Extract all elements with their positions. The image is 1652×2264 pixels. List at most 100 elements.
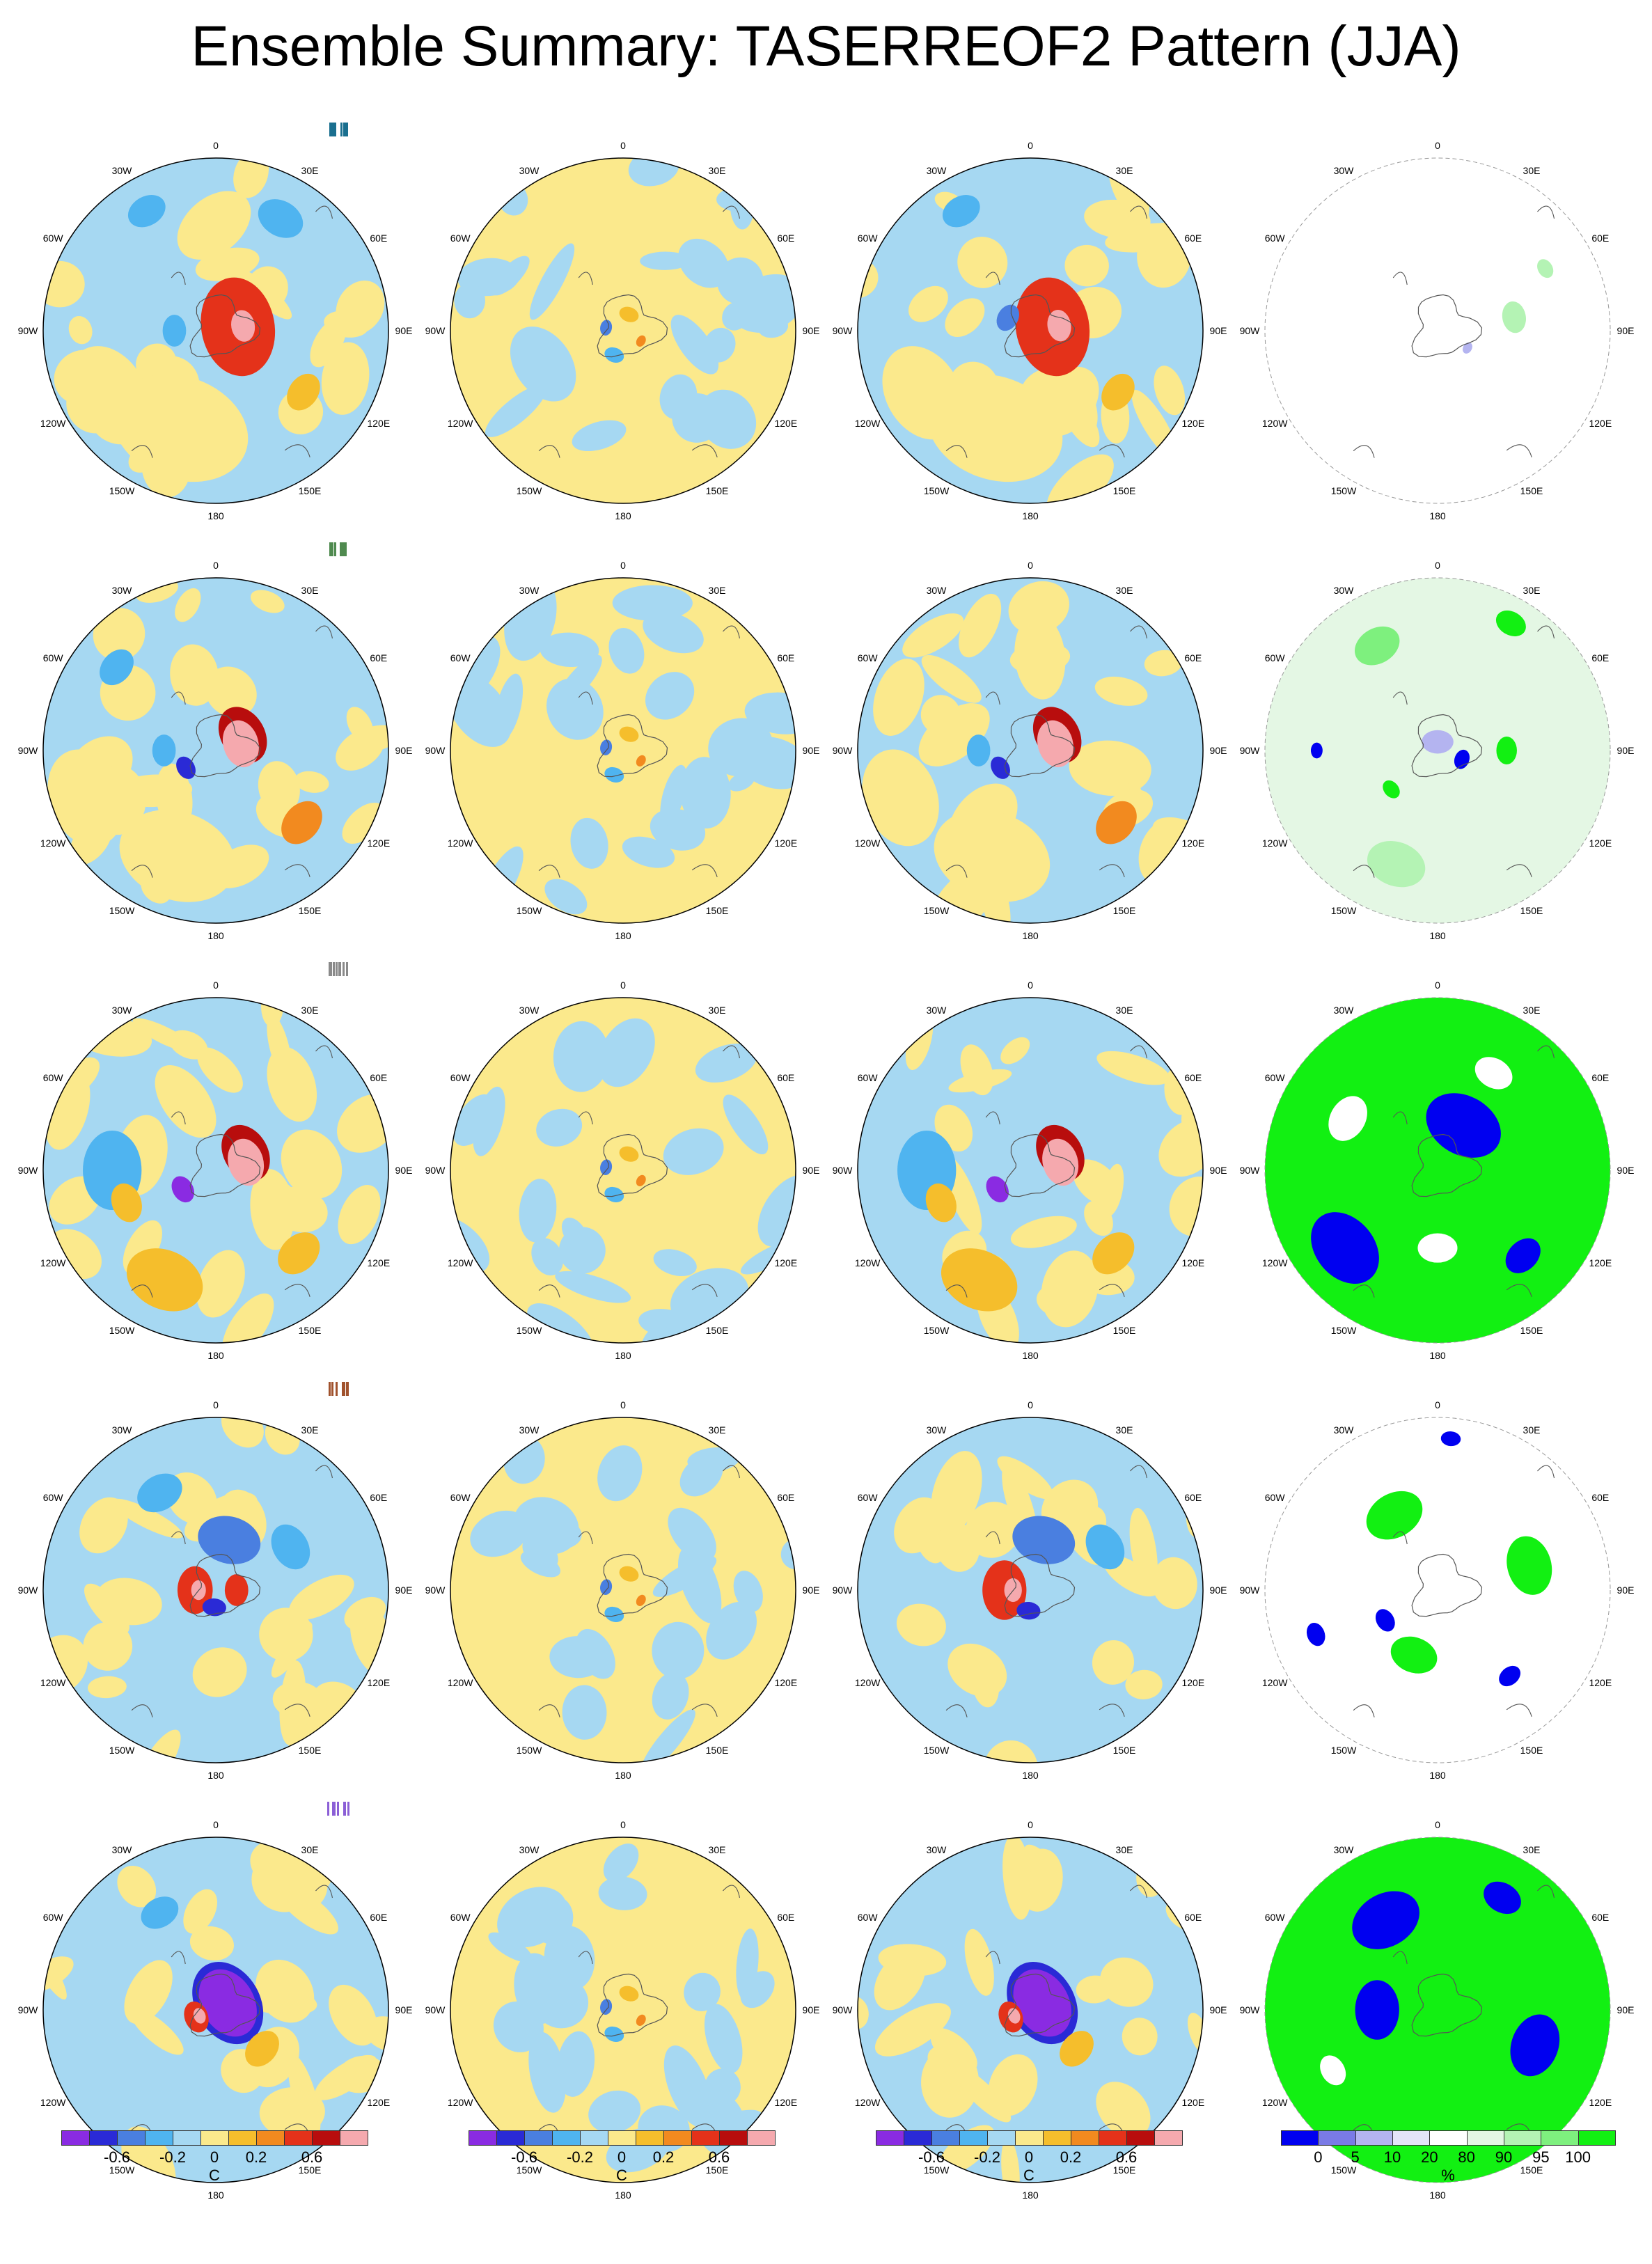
colorbar-tick: -0.6 — [918, 2148, 945, 2166]
colorbar-swatch — [1541, 2130, 1579, 2146]
continent-coastline — [1537, 1885, 1555, 1899]
continent-coastline — [1353, 445, 1375, 458]
continent-coastline — [315, 1465, 333, 1479]
map-background — [1265, 158, 1610, 503]
field-anomaly — [636, 755, 646, 767]
longitude-label: 0 — [620, 1399, 626, 1410]
field-anomaly — [100, 649, 134, 686]
longitude-label: 150E — [1520, 2164, 1543, 2176]
field-patch — [155, 1065, 217, 1138]
field-patch — [528, 2031, 567, 2113]
map-field — [858, 158, 1203, 503]
continent-coastline — [171, 691, 186, 705]
field-patch — [731, 274, 796, 333]
longitude-label: 150W — [516, 2164, 542, 2176]
field-anomaly — [991, 756, 1010, 779]
longitude-label: 60W — [450, 1492, 471, 1503]
map-boundary — [42, 157, 389, 504]
field-patch — [1076, 1975, 1114, 2004]
longitude-label: 120W — [854, 2097, 881, 2108]
map-field — [450, 158, 796, 503]
field-anomaly — [1422, 730, 1454, 754]
continent-coastline — [1392, 691, 1408, 705]
field-anomaly — [1484, 1881, 1521, 1915]
field-patch — [510, 327, 576, 402]
antarctica-coastline — [189, 1133, 261, 1197]
longitude-label: 180 — [207, 1350, 224, 1361]
longitude-label: 180 — [1429, 1350, 1446, 1361]
colorbar-tick: 0.6 — [1115, 2148, 1138, 2166]
colorbar-swatch — [496, 2130, 525, 2146]
member-tick — [329, 123, 332, 136]
longitude-label: 120W — [447, 838, 473, 849]
map-field — [450, 998, 796, 1343]
longitude-label: 180 — [1429, 930, 1446, 941]
field-patch — [628, 158, 679, 187]
longitude-label: 0 — [620, 140, 626, 151]
longitude-label: 90W — [832, 1165, 853, 1176]
longitude-label: 180 — [1022, 2190, 1039, 2201]
map-field — [43, 1837, 388, 2183]
longitude-label: 60E — [1184, 1492, 1202, 1503]
longitude-label: 90W — [425, 1165, 446, 1176]
field-patch — [640, 1326, 671, 1343]
field-patch — [497, 1887, 567, 1948]
colorbar-tick: 5 — [1351, 2148, 1360, 2166]
longitude-label: 60E — [370, 652, 388, 663]
field-anomaly — [1537, 259, 1554, 278]
longitude-label: 90E — [802, 2004, 820, 2015]
colorbar-swatch — [747, 2130, 776, 2146]
map-svg — [857, 157, 1204, 504]
longitude-label: 120W — [1261, 1677, 1288, 1688]
field-anomaly — [1092, 1232, 1135, 1275]
map-boundary — [450, 1417, 796, 1763]
longitude-label: 150E — [1112, 1745, 1136, 1756]
longitude-label: 0 — [1028, 1819, 1033, 1830]
colorbar-swatch — [1015, 2130, 1044, 2146]
longitude-label: 60E — [1591, 233, 1610, 244]
field-patch — [470, 1510, 529, 1557]
map-field — [1265, 1417, 1610, 1763]
field-anomaly — [193, 2008, 206, 2024]
model-panel: 0 30E 60E 90E 120E 150E 180 150W 120W 90W 60W 30W — [18, 531, 418, 942]
field-patch — [84, 1583, 129, 1634]
colorbar-swatch — [524, 2130, 553, 2146]
longitude-label: 60W — [1264, 1072, 1285, 1083]
colorbar-swatch — [1126, 2130, 1155, 2146]
field-patch — [1181, 1105, 1203, 1177]
field-anomaly — [176, 756, 196, 779]
member-tick — [333, 1802, 336, 1816]
field-anomaly — [636, 1174, 646, 1186]
field-patch — [653, 1249, 697, 1277]
longitude-label: 150W — [923, 485, 950, 497]
continent-coastline — [985, 272, 1000, 285]
longitude-label: 60E — [1184, 233, 1202, 244]
colorbar-swatch — [173, 2130, 201, 2146]
field-patch — [196, 1250, 245, 1318]
field-patch — [597, 1018, 655, 1087]
field-anomaly — [162, 315, 187, 347]
longitude-label: 30E — [1523, 164, 1541, 176]
field-patch — [250, 590, 285, 613]
field-patch — [531, 1238, 563, 1276]
member-ticks — [299, 121, 383, 138]
field-anomaly — [619, 1566, 639, 1582]
field-patch — [1041, 1250, 1099, 1328]
field-patch — [132, 1018, 195, 1052]
field-patch — [549, 1636, 606, 1679]
colorbar-unit: C — [1023, 2167, 1035, 2184]
field-patch — [659, 374, 698, 420]
longitude-label: 30W — [519, 584, 540, 596]
member-tick — [327, 1802, 330, 1816]
field-patch — [603, 1844, 639, 1882]
longitude-label: 150W — [109, 485, 135, 497]
field-patch — [555, 1271, 631, 1303]
member-tick — [346, 1382, 349, 1396]
longitude-label: 90E — [395, 1165, 413, 1176]
model-panel: 0 30E 60E 90E 120E 150E 180 150W 120W 90W 60W 30W — [18, 1371, 418, 1782]
continent-coastline — [1099, 444, 1125, 457]
continent-coastline — [723, 1045, 741, 1059]
field-anomaly — [934, 810, 1051, 902]
longitude-label: 60W — [1264, 233, 1285, 244]
longitude-label: 90W — [1239, 325, 1260, 336]
